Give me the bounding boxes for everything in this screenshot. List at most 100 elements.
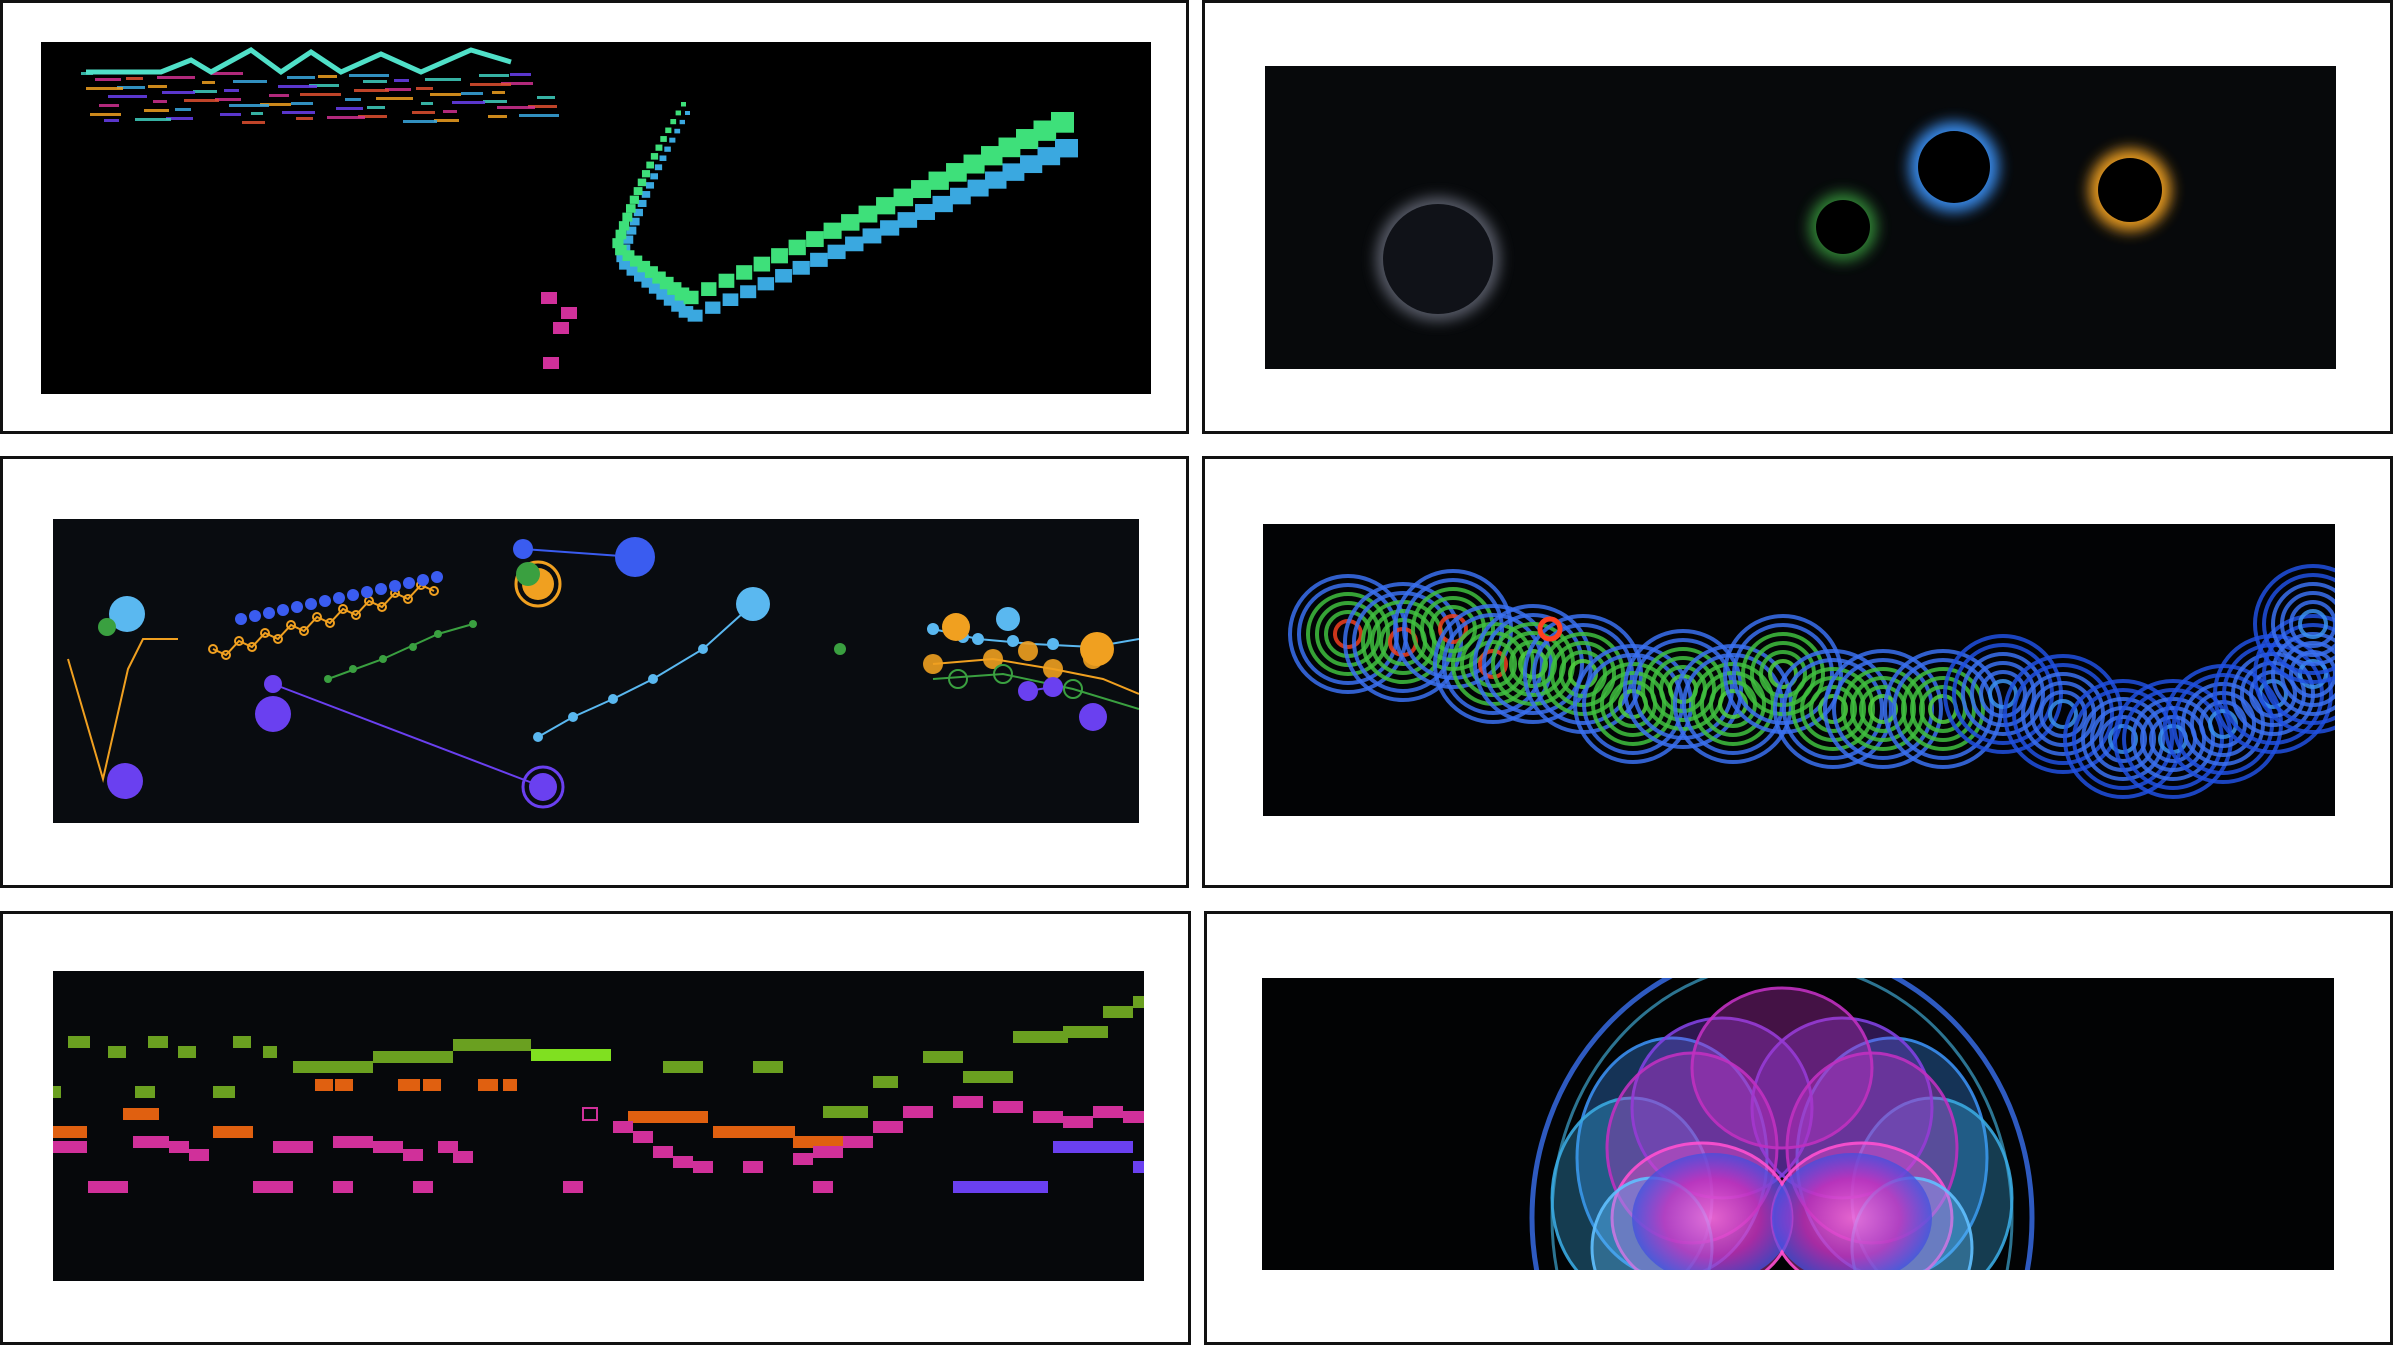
network-node-green	[379, 655, 387, 663]
trail-zigzag	[86, 50, 511, 72]
note-bar	[793, 1153, 813, 1165]
trail-streak	[291, 102, 313, 105]
note-bar	[653, 1146, 673, 1158]
network-node-blue	[347, 589, 359, 601]
panel-piano-roll	[0, 911, 1191, 1345]
trail-block-green	[806, 231, 824, 247]
trail-block-blue	[775, 269, 792, 282]
trail-streak	[416, 87, 433, 90]
trail-streak	[327, 116, 365, 119]
trail-block-magenta	[541, 292, 557, 304]
glow-ring-green	[1809, 193, 1877, 261]
trail-block-green	[655, 145, 662, 151]
note-bar	[189, 1149, 209, 1161]
network-node-blue	[333, 592, 345, 604]
network-link-orange	[68, 639, 178, 779]
trail-block-blue	[688, 310, 703, 322]
note-bar	[333, 1181, 353, 1193]
trail-streak	[95, 78, 121, 81]
network-node-green	[469, 620, 477, 628]
trail-streak	[300, 93, 341, 96]
note-bar	[993, 1101, 1023, 1113]
trail-streak	[336, 107, 363, 110]
glow-ring-white	[1376, 197, 1500, 321]
network-node-orange	[923, 654, 943, 674]
network-node-purple-large	[529, 773, 557, 801]
trail-streak	[224, 89, 239, 92]
trail-streak	[296, 117, 313, 120]
trail-block-blue	[642, 191, 650, 198]
trail-streak	[483, 100, 507, 103]
network-node-cyan	[927, 623, 939, 635]
note-bar	[663, 1061, 703, 1073]
network-node-blue-large	[615, 537, 655, 577]
note-bar	[133, 1136, 169, 1148]
trail-streak	[229, 104, 269, 107]
pixel-trail-visualization	[41, 42, 1151, 394]
pixel-trail-canvas	[41, 42, 1151, 394]
note-bar	[1033, 1111, 1063, 1123]
panel-glow-rings	[1202, 0, 2393, 434]
trail-block-green	[911, 180, 931, 198]
trail-block-green	[929, 172, 949, 190]
trail-block-green	[630, 196, 639, 204]
note-bar	[169, 1141, 189, 1153]
network-node-blue	[389, 580, 401, 592]
network-node-cyan	[698, 644, 708, 654]
trail-block-green	[681, 102, 686, 107]
trail-streak	[412, 111, 435, 114]
note-bar	[398, 1079, 420, 1091]
trail-streak	[162, 91, 195, 94]
petal-bloom-visualization	[1262, 978, 2334, 1270]
trail-block-blue	[793, 261, 810, 275]
note-bar	[68, 1036, 90, 1048]
trail-streak	[99, 104, 119, 107]
trail-block-green	[754, 257, 770, 272]
trail-block-green	[876, 197, 895, 214]
trail-block-blue	[915, 204, 935, 220]
trail-streak	[86, 87, 123, 90]
glow-rings-visualization	[1265, 66, 2336, 369]
trail-streak	[510, 73, 531, 76]
trail-streak	[452, 101, 485, 104]
network-node-orange	[1043, 659, 1063, 679]
note-bar	[315, 1079, 333, 1091]
note-bar	[135, 1086, 155, 1098]
trail-block-blue	[863, 228, 882, 243]
note-bar	[403, 1149, 423, 1161]
trail-block-green	[660, 136, 667, 142]
trail-streak	[126, 77, 143, 80]
trail-block-blue	[810, 253, 828, 267]
network-node-orange-large	[942, 613, 970, 641]
panel-node-network	[0, 456, 1189, 888]
note-bar	[1063, 1116, 1093, 1128]
trail-block-green	[824, 223, 842, 239]
network-node-blue	[361, 586, 373, 598]
network-node-blue	[513, 539, 533, 559]
glow-ring-blue	[1909, 122, 1999, 212]
note-bar	[633, 1131, 653, 1143]
trail-block-blue	[680, 120, 685, 124]
trail-streak	[251, 112, 263, 115]
network-node-blue	[263, 607, 275, 619]
trail-block-blue	[650, 173, 658, 179]
note-bar	[233, 1036, 251, 1048]
network-node-green	[834, 643, 846, 655]
network-link-purple	[273, 684, 543, 787]
network-node-cyan	[533, 732, 543, 742]
network-node-purple	[264, 675, 282, 693]
trail-block-green	[1051, 112, 1074, 133]
note-bar	[503, 1079, 517, 1091]
trail-block-blue	[880, 220, 899, 235]
trail-block-green	[638, 179, 646, 187]
network-node-green	[434, 630, 442, 638]
trail-streak	[202, 81, 215, 84]
network-node-orange-large	[1080, 632, 1114, 666]
note-bar-outline	[583, 1108, 597, 1120]
network-node-blue	[417, 574, 429, 586]
trail-block-blue	[685, 111, 690, 115]
trail-streak	[318, 75, 337, 78]
glow-rings-canvas	[1265, 66, 2336, 369]
concentric-ripples-canvas	[1263, 524, 2335, 816]
network-node-blue	[277, 604, 289, 616]
